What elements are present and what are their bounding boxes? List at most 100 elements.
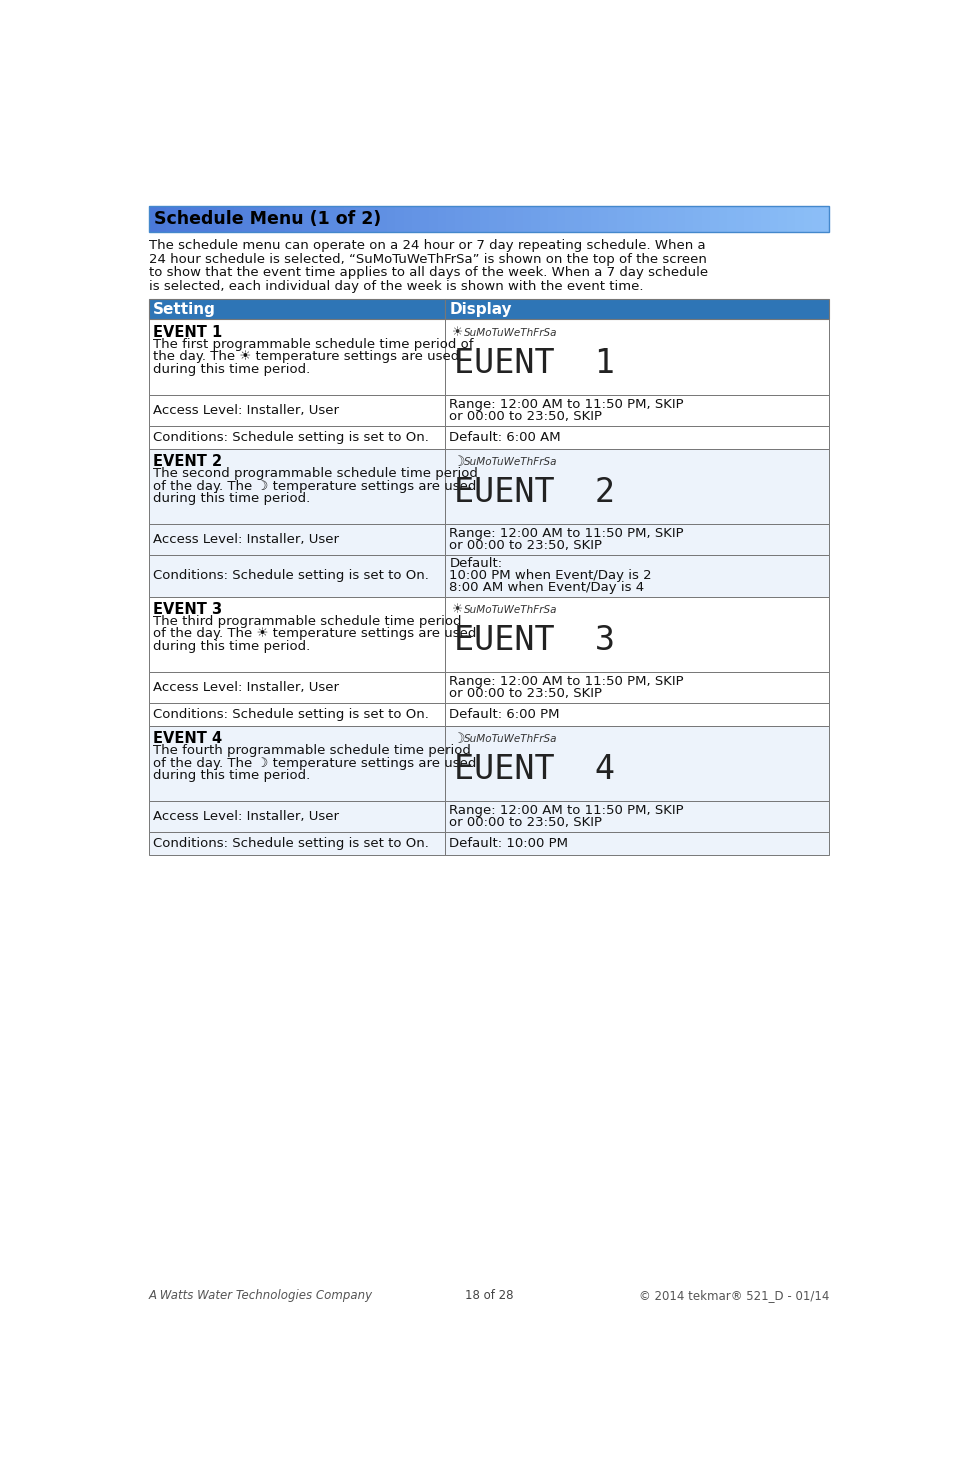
Text: EVENT 3: EVENT 3 — [153, 602, 222, 617]
Text: Schedule Menu (1 of 2): Schedule Menu (1 of 2) — [154, 209, 381, 229]
Text: SuMoTuWeThFrSa: SuMoTuWeThFrSa — [463, 457, 557, 468]
Bar — [539, 207, 549, 232]
Text: © 2014 tekmar® 521_D - 01/14: © 2014 tekmar® 521_D - 01/14 — [639, 1289, 828, 1302]
Bar — [676, 207, 684, 232]
Bar — [370, 207, 378, 232]
Text: Display: Display — [449, 302, 512, 317]
Bar — [420, 207, 430, 232]
Text: Conditions: Schedule setting is set to On.: Conditions: Schedule setting is set to O… — [153, 431, 429, 444]
Text: or 00:00 to 23:50, SKIP: or 00:00 to 23:50, SKIP — [449, 687, 601, 701]
Bar — [557, 207, 566, 232]
Bar — [444, 524, 828, 555]
Text: Range: 12:00 AM to 11:50 PM, SKIP: Range: 12:00 AM to 11:50 PM, SKIP — [449, 527, 683, 540]
Text: ☽: ☽ — [452, 454, 464, 469]
Bar — [157, 207, 167, 232]
Bar — [149, 726, 444, 801]
Text: or 00:00 to 23:50, SKIP: or 00:00 to 23:50, SKIP — [449, 410, 601, 423]
Bar — [183, 207, 192, 232]
Bar — [335, 207, 345, 232]
Bar — [444, 426, 828, 448]
Bar — [149, 801, 444, 832]
Text: EUENT  2: EUENT 2 — [454, 476, 615, 509]
Bar — [233, 207, 243, 232]
Bar — [318, 207, 328, 232]
Text: Range: 12:00 AM to 11:50 PM, SKIP: Range: 12:00 AM to 11:50 PM, SKIP — [449, 804, 683, 817]
Text: The fourth programmable schedule time period: The fourth programmable schedule time pe… — [153, 745, 471, 758]
Bar — [444, 704, 828, 726]
Text: Conditions: Schedule setting is set to On.: Conditions: Schedule setting is set to O… — [153, 838, 429, 850]
Bar — [497, 207, 506, 232]
Bar — [310, 207, 319, 232]
Text: EUENT  1: EUENT 1 — [454, 347, 615, 381]
Text: Default: 6:00 AM: Default: 6:00 AM — [449, 431, 560, 444]
Bar — [403, 207, 413, 232]
Bar — [208, 207, 217, 232]
Text: SuMoTuWeThFrSa: SuMoTuWeThFrSa — [463, 605, 557, 615]
Bar — [598, 207, 608, 232]
Bar — [709, 207, 719, 232]
Bar — [794, 207, 803, 232]
Bar — [667, 207, 676, 232]
Bar — [344, 207, 354, 232]
Text: EVENT 1: EVENT 1 — [153, 324, 222, 339]
Text: of the day. The ☀ temperature settings are used: of the day. The ☀ temperature settings a… — [153, 627, 476, 640]
Text: The schedule menu can operate on a 24 hour or 7 day repeating schedule. When a: The schedule menu can operate on a 24 ho… — [149, 239, 704, 252]
Bar — [444, 395, 828, 426]
Bar — [149, 832, 444, 855]
Bar — [444, 726, 828, 801]
Bar — [735, 207, 744, 232]
Text: or 00:00 to 23:50, SKIP: or 00:00 to 23:50, SKIP — [449, 816, 601, 829]
Bar — [301, 207, 311, 232]
Bar — [590, 207, 599, 232]
Text: Range: 12:00 AM to 11:50 PM, SKIP: Range: 12:00 AM to 11:50 PM, SKIP — [449, 676, 683, 687]
Bar — [820, 207, 829, 232]
Bar — [446, 207, 456, 232]
Bar — [149, 299, 444, 320]
Bar — [700, 207, 710, 232]
Bar — [268, 207, 276, 232]
Text: is selected, each individual day of the week is shown with the event time.: is selected, each individual day of the … — [149, 280, 642, 294]
Bar — [565, 207, 574, 232]
Text: during this time period.: during this time period. — [153, 363, 311, 376]
Text: during this time period.: during this time period. — [153, 640, 311, 653]
Bar — [726, 207, 736, 232]
Bar — [760, 207, 770, 232]
Text: Access Level: Installer, User: Access Level: Installer, User — [153, 532, 339, 546]
Text: Setting: Setting — [153, 302, 216, 317]
Bar — [488, 207, 497, 232]
Text: Access Level: Installer, User: Access Level: Installer, User — [153, 681, 339, 695]
Text: EUENT  3: EUENT 3 — [454, 624, 615, 656]
Bar — [752, 207, 761, 232]
Bar — [444, 801, 828, 832]
Text: 10:00 PM when Event/Day is 2: 10:00 PM when Event/Day is 2 — [449, 569, 651, 583]
Bar — [149, 207, 828, 232]
Bar — [463, 207, 472, 232]
Bar — [718, 207, 727, 232]
Text: SuMoTuWeThFrSa: SuMoTuWeThFrSa — [463, 327, 557, 338]
Bar — [444, 832, 828, 855]
Bar — [412, 207, 421, 232]
Bar — [616, 207, 625, 232]
Bar — [166, 207, 174, 232]
Text: EUENT  4: EUENT 4 — [454, 754, 615, 786]
Bar — [149, 395, 444, 426]
Text: the day. The ☀ temperature settings are used: the day. The ☀ temperature settings are … — [153, 350, 459, 363]
Bar — [149, 448, 444, 524]
Text: Conditions: Schedule setting is set to On.: Conditions: Schedule setting is set to O… — [153, 569, 429, 583]
Bar — [692, 207, 701, 232]
Text: 18 of 28: 18 of 28 — [464, 1289, 513, 1302]
Text: ☀: ☀ — [452, 603, 463, 617]
Bar — [582, 207, 591, 232]
Text: or 00:00 to 23:50, SKIP: or 00:00 to 23:50, SKIP — [449, 540, 601, 552]
Bar — [259, 207, 269, 232]
Bar — [444, 448, 828, 524]
Bar — [199, 207, 209, 232]
Bar — [327, 207, 336, 232]
Bar — [378, 207, 387, 232]
Bar — [633, 207, 642, 232]
Text: Default: 6:00 PM: Default: 6:00 PM — [449, 708, 559, 721]
Text: SuMoTuWeThFrSa: SuMoTuWeThFrSa — [463, 735, 557, 743]
Bar — [444, 555, 828, 597]
Text: Default:: Default: — [449, 558, 502, 571]
Bar — [769, 207, 778, 232]
